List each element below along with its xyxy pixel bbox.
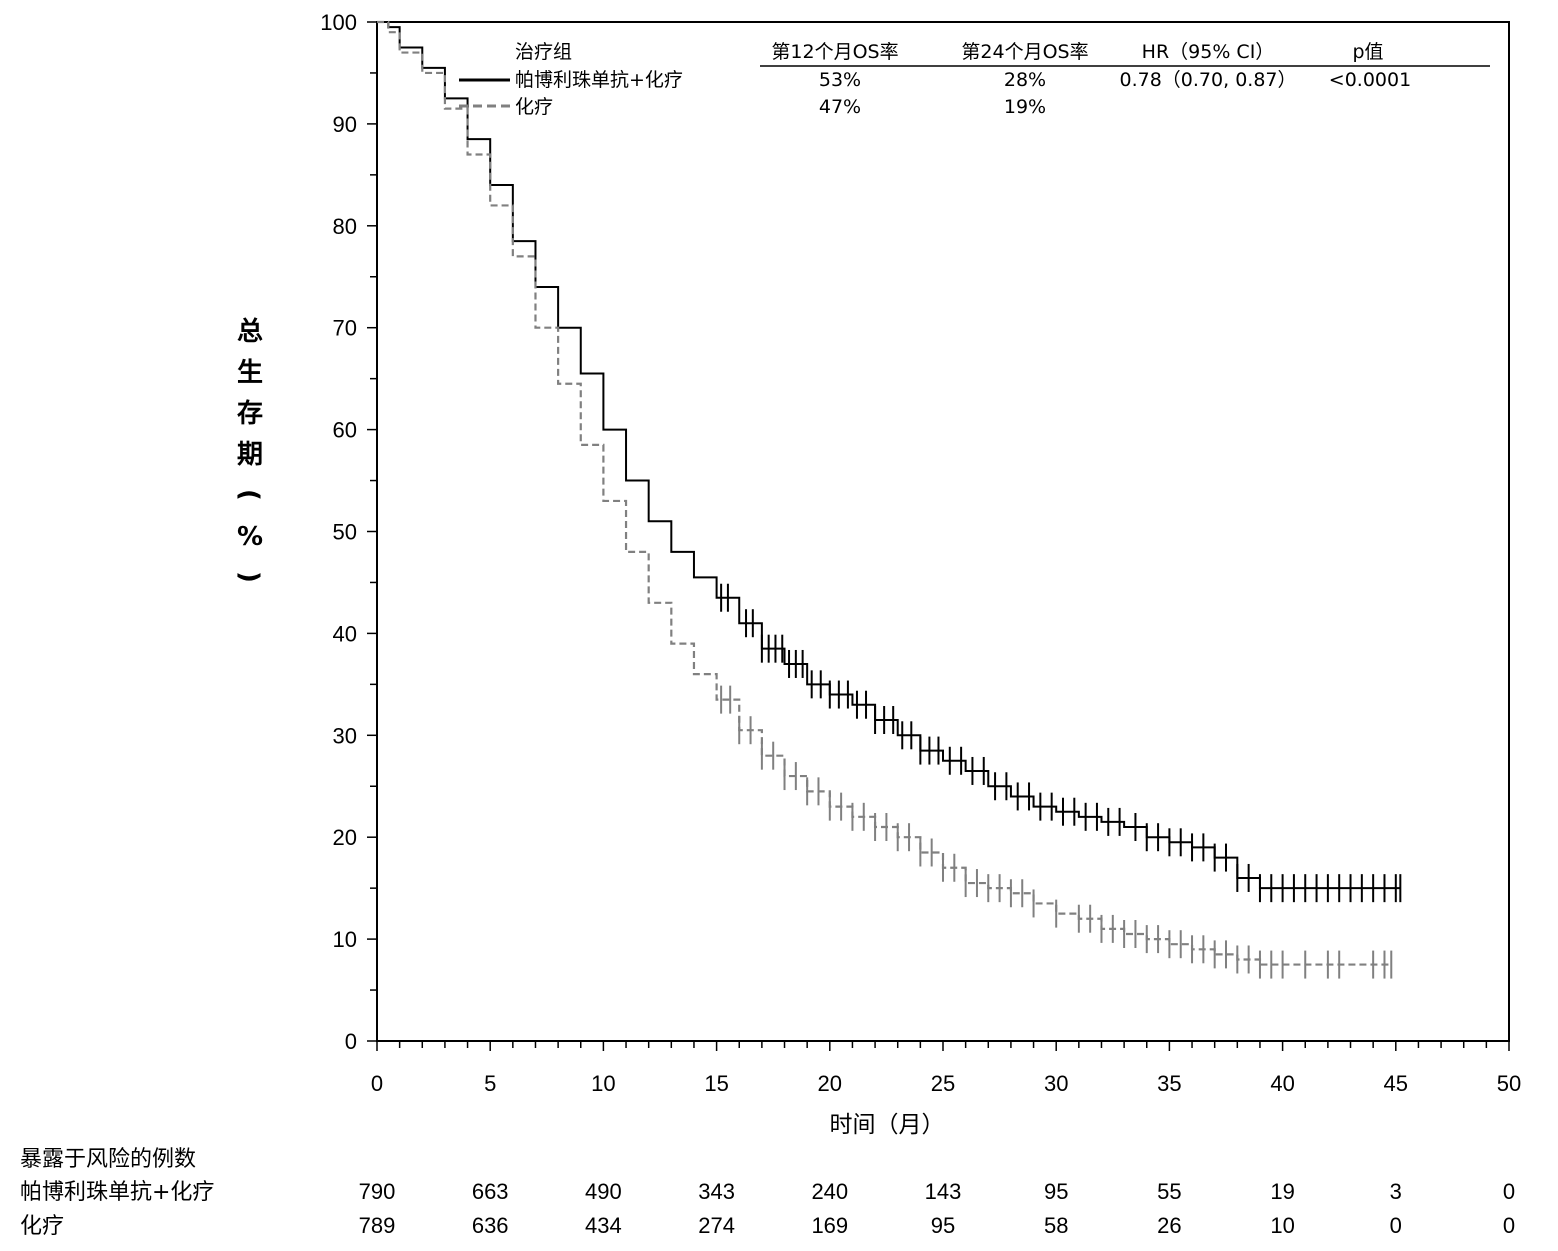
y-tick-label: 40 bbox=[333, 621, 357, 646]
x-tick-label: 15 bbox=[704, 1071, 728, 1096]
x-tick-label: 30 bbox=[1044, 1071, 1068, 1096]
legend-p-pembro: <0.0001 bbox=[1329, 69, 1411, 91]
survival-curve bbox=[377, 20, 1392, 966]
legend-os12-pembro: 53% bbox=[819, 69, 861, 91]
y-axis-label-char: % bbox=[237, 522, 263, 552]
x-tick-label: 10 bbox=[591, 1071, 615, 1096]
legend-col-os24: 第24个月OS率 bbox=[961, 41, 1088, 63]
series-1 bbox=[377, 20, 1393, 979]
y-tick-label: 0 bbox=[345, 1029, 357, 1054]
x-tick-label: 25 bbox=[931, 1071, 955, 1096]
at-risk-value: 0 bbox=[1390, 1213, 1402, 1238]
at-risk-value: 95 bbox=[931, 1213, 955, 1238]
legend-os12-chemo: 47% bbox=[819, 96, 861, 118]
y-axis: 0 10 20 30 40 50 60 70 80 90 100 bbox=[320, 10, 377, 1054]
at-risk-value: 790 bbox=[359, 1179, 396, 1204]
at-risk-value: 0 bbox=[1503, 1179, 1515, 1204]
at-risk-value: 143 bbox=[925, 1179, 962, 1204]
at-risk-table: 暴露于风险的例数 帕博利珠单抗+化疗 化疗 790 663 490 343 240 143… bbox=[20, 1147, 1515, 1239]
y-axis-label-char: 期 bbox=[237, 440, 263, 470]
legend-col-hr: HR（95% CI） bbox=[1142, 41, 1275, 63]
y-tick-label: 80 bbox=[333, 214, 357, 239]
y-axis-label-char: 总 bbox=[237, 317, 263, 347]
y-tick-label: 10 bbox=[333, 927, 357, 952]
y-tick-label: 70 bbox=[333, 316, 357, 341]
y-tick-label: 30 bbox=[333, 723, 357, 748]
x-tick-label: 0 bbox=[371, 1071, 383, 1096]
at-risk-value: 240 bbox=[811, 1179, 848, 1204]
at-risk-value: 274 bbox=[698, 1213, 735, 1238]
y-tick-label: 20 bbox=[333, 825, 357, 850]
survival-curve bbox=[377, 21, 1401, 890]
at-risk-value: 343 bbox=[698, 1179, 735, 1204]
x-tick-label: 35 bbox=[1157, 1071, 1181, 1096]
x-axis: 0 5 10 15 20 25 30 35 40 45 50 bbox=[371, 1041, 1521, 1096]
x-tick-label: 40 bbox=[1270, 1071, 1294, 1096]
at-risk-title: 暴露于风险的例数 bbox=[20, 1147, 196, 1172]
series-0 bbox=[377, 21, 1402, 903]
series-layer bbox=[377, 20, 1402, 979]
at-risk-row-label-chemo: 化疗 bbox=[20, 1214, 64, 1239]
at-risk-value: 55 bbox=[1157, 1179, 1181, 1204]
legend-name-chemo: 化疗 bbox=[515, 96, 553, 118]
x-axis-label: 时间（月） bbox=[830, 1112, 945, 1138]
legend-col-p: p值 bbox=[1352, 41, 1383, 63]
at-risk-value: 58 bbox=[1044, 1213, 1068, 1238]
y-axis-label-char: ) bbox=[234, 571, 264, 583]
legend-hr-pembro: 0.78（0.70, 0.87） bbox=[1120, 69, 1297, 91]
x-tick-label: 50 bbox=[1497, 1071, 1521, 1096]
legend-col-os12: 第12个月OS率 bbox=[771, 41, 898, 63]
at-risk-value: 663 bbox=[472, 1179, 509, 1204]
x-tick-label: 20 bbox=[818, 1071, 842, 1096]
legend: 治疗组 第12个月OS率 第24个月OS率 HR（95% CI） p值 帕博利珠… bbox=[459, 41, 1490, 118]
legend-header: 治疗组 bbox=[515, 41, 572, 63]
legend-os24-pembro: 28% bbox=[1004, 69, 1046, 91]
at-risk-value: 3 bbox=[1390, 1179, 1402, 1204]
y-tick-label: 100 bbox=[320, 10, 357, 35]
at-risk-value: 95 bbox=[1044, 1179, 1068, 1204]
at-risk-value: 789 bbox=[359, 1213, 396, 1238]
y-tick-label: 90 bbox=[333, 112, 357, 137]
legend-os24-chemo: 19% bbox=[1004, 96, 1046, 118]
at-risk-value: 26 bbox=[1157, 1213, 1181, 1238]
y-axis-label-char: ( bbox=[234, 489, 264, 501]
x-tick-label: 45 bbox=[1384, 1071, 1408, 1096]
at-risk-row-label-pembro: 帕博利珠单抗+化疗 bbox=[20, 1180, 214, 1205]
x-tick-label: 5 bbox=[484, 1071, 496, 1096]
legend-name-pembro: 帕博利珠单抗+化疗 bbox=[515, 69, 683, 91]
at-risk-value: 434 bbox=[585, 1213, 622, 1238]
at-risk-value: 490 bbox=[585, 1179, 622, 1204]
y-tick-label: 50 bbox=[333, 520, 357, 545]
at-risk-value: 0 bbox=[1503, 1213, 1515, 1238]
y-tick-label: 60 bbox=[333, 418, 357, 443]
y-axis-label-char: 生 bbox=[237, 358, 263, 388]
at-risk-value: 19 bbox=[1270, 1179, 1294, 1204]
at-risk-value: 169 bbox=[811, 1213, 848, 1238]
y-axis-label-char: 存 bbox=[237, 399, 263, 429]
at-risk-value: 10 bbox=[1270, 1213, 1294, 1238]
at-risk-value: 636 bbox=[472, 1213, 509, 1238]
